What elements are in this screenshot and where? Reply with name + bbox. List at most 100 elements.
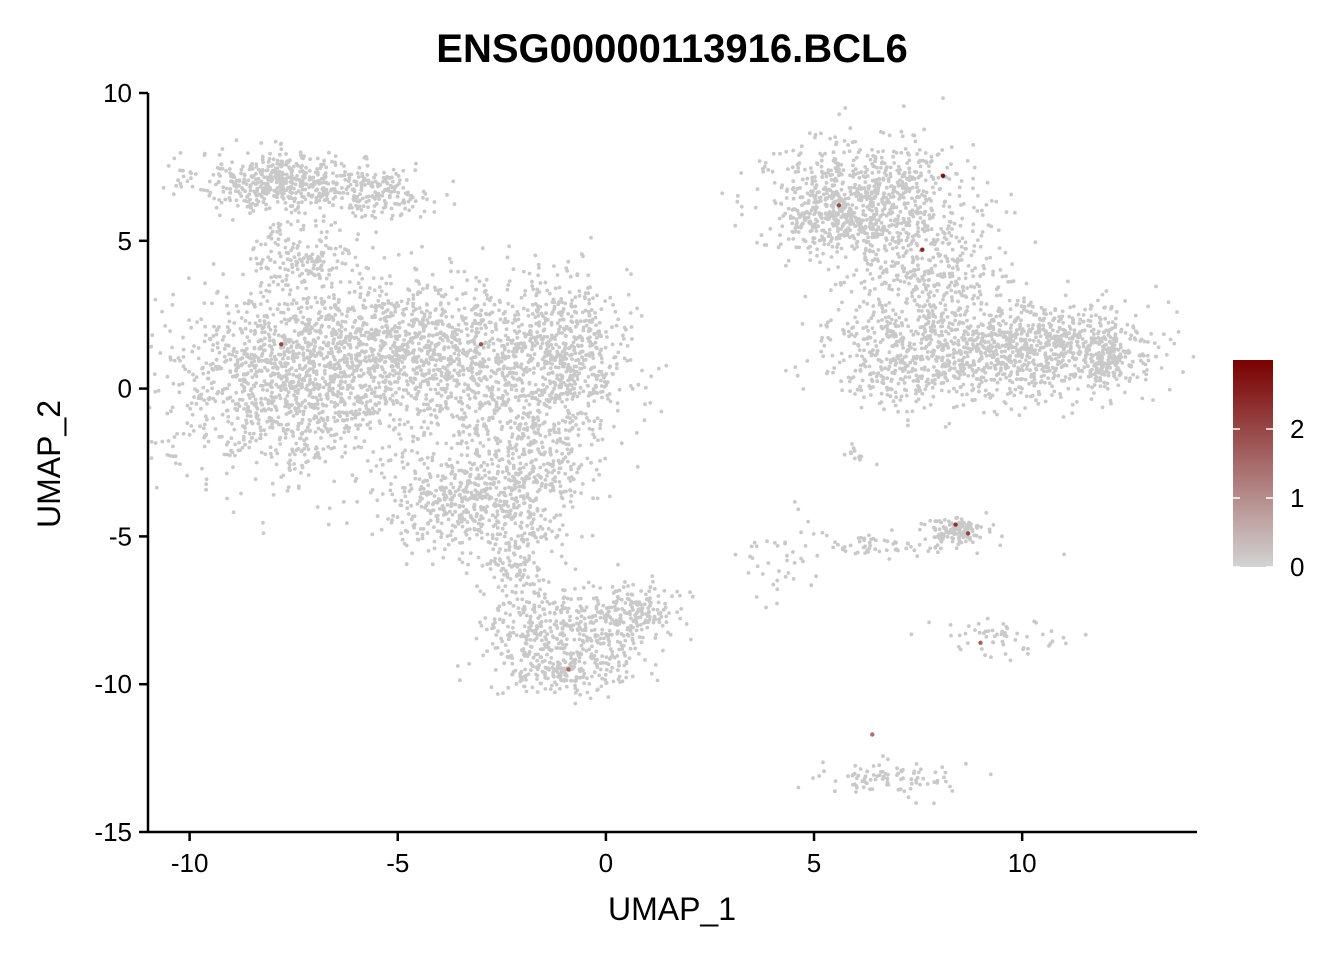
cell-point [405, 500, 410, 505]
cell-point [296, 205, 301, 209]
cell-point [591, 389, 596, 394]
cell-point [606, 397, 610, 401]
cell-point [494, 371, 498, 376]
cell-point [531, 550, 536, 555]
cell-point [568, 391, 573, 395]
cell-point [354, 335, 359, 340]
cell-point [586, 580, 591, 585]
cell-point [528, 511, 532, 516]
cell-point [254, 256, 259, 261]
cell-point [211, 262, 216, 266]
cell-point [568, 274, 573, 279]
cell-point [610, 325, 614, 330]
cell-point [512, 483, 517, 487]
cell-point [411, 523, 416, 528]
cell-point [505, 373, 510, 378]
cell-point [296, 427, 300, 431]
cell-point [220, 147, 225, 151]
cell-point [296, 333, 301, 337]
cell-point [317, 191, 322, 196]
cell-point [245, 204, 250, 209]
cell-point [572, 348, 576, 353]
cell-point [156, 388, 161, 393]
cell-point [315, 420, 320, 425]
cell-point [459, 468, 464, 473]
cell-point [545, 288, 550, 293]
cell-point [535, 574, 539, 578]
cell-point [525, 523, 530, 528]
cell-point [448, 354, 453, 359]
cell-point [187, 318, 191, 322]
cell-point [404, 388, 409, 393]
cell-point [278, 360, 283, 365]
cell-point [334, 393, 338, 397]
cell-point [504, 320, 509, 325]
cell-point [270, 481, 275, 486]
cell-point [301, 376, 306, 381]
cell-point [172, 358, 177, 363]
cell-point [543, 532, 548, 537]
cell-point [418, 527, 423, 531]
cell-point [319, 263, 324, 268]
cell-point [354, 368, 359, 373]
cell-point [355, 365, 359, 370]
cell-point [306, 256, 311, 261]
cell-point [204, 487, 209, 492]
cell-point [555, 321, 560, 326]
cell-point [503, 378, 508, 382]
cell-point [436, 322, 440, 327]
cell-point [248, 257, 253, 261]
cell-point [320, 410, 325, 415]
cell-point [269, 275, 274, 280]
cell-point [295, 246, 300, 250]
cell-point [327, 325, 331, 329]
cell-point [221, 189, 226, 194]
cell-point [579, 366, 584, 371]
cell-point [366, 290, 371, 295]
cell-point [263, 365, 267, 370]
cell-point [449, 446, 454, 450]
cell-point [517, 467, 522, 472]
cell-point [474, 476, 479, 481]
cell-point [509, 341, 514, 345]
cell-point [417, 330, 422, 335]
cell-point [593, 311, 597, 315]
cell-point [235, 373, 240, 377]
cell-point [316, 387, 321, 391]
cell-point [442, 387, 446, 391]
cell-point [280, 383, 285, 388]
cell-point [383, 359, 388, 364]
cell-point [615, 362, 619, 366]
cell-point [318, 206, 322, 210]
cell-point [523, 289, 528, 293]
cell-point [510, 432, 515, 437]
cell-point [535, 677, 539, 681]
cell-point [388, 274, 392, 278]
cell-point [324, 193, 329, 198]
cell-point [406, 382, 410, 387]
cell-point [293, 352, 298, 356]
cell-point [188, 406, 193, 411]
cell-point [501, 620, 505, 625]
cell-point [505, 421, 510, 426]
cell-point [302, 356, 307, 361]
cell-point [370, 349, 374, 354]
cell-point [264, 183, 269, 188]
cell-point [308, 175, 312, 180]
cell-point [323, 459, 328, 464]
cell-point [191, 429, 196, 433]
cell-point [438, 331, 442, 336]
cell-point [557, 480, 562, 484]
cell-point [383, 385, 388, 390]
cell-point [560, 542, 565, 547]
cell-point [537, 393, 542, 398]
cell-point [277, 162, 282, 167]
cell-point [496, 448, 501, 453]
cell-point [514, 496, 518, 500]
cell-point [455, 332, 459, 337]
cell-point [524, 412, 529, 417]
cell-point [458, 484, 462, 489]
cell-point [483, 311, 488, 316]
cell-point [248, 183, 253, 188]
cell-point [439, 355, 444, 360]
